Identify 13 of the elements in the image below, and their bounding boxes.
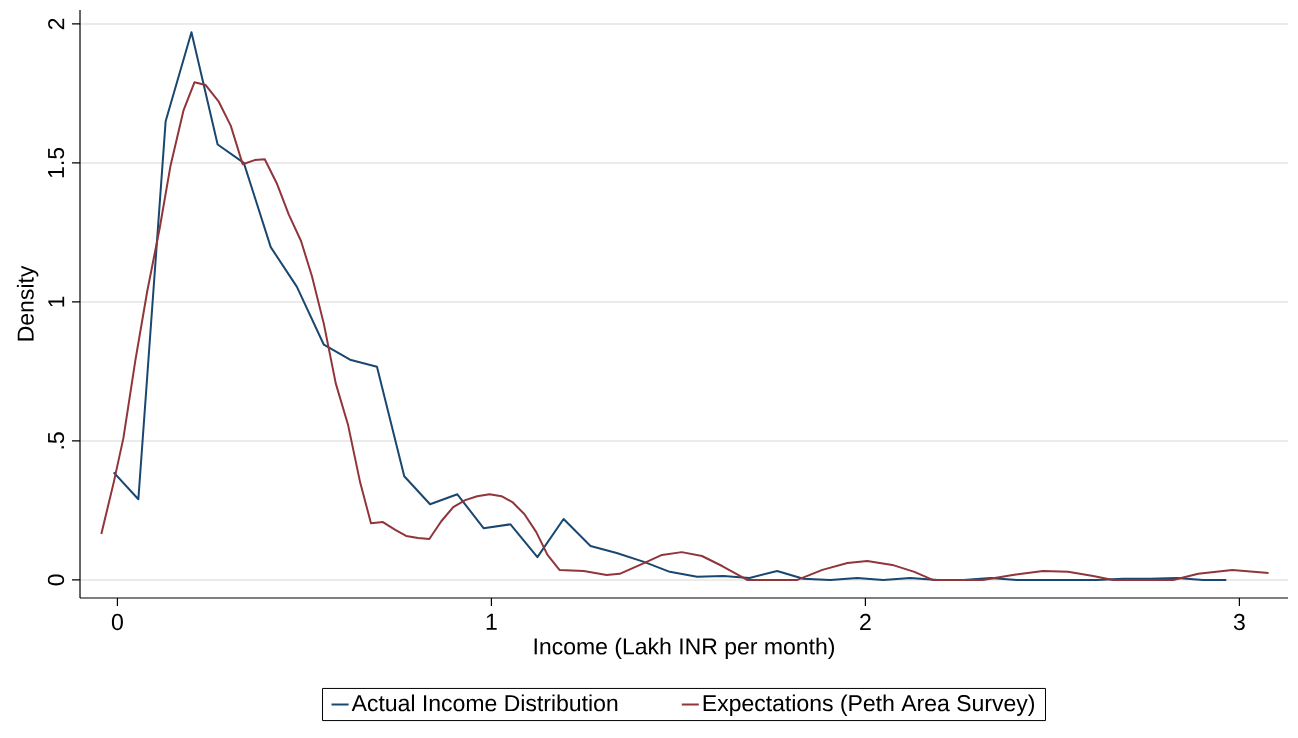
x-tick-label: 0 — [111, 613, 123, 631]
x-tick-label: 3 — [1233, 613, 1245, 631]
x-axis-title: Income (Lakh INR per month) — [534, 637, 835, 660]
y-tick-label: 0 — [47, 574, 65, 586]
legend-label: Actual Income Distribution — [351, 694, 618, 712]
legend-label: Expectations (Peth Area Survey) — [703, 694, 1035, 716]
y-tick-label: .5 — [48, 432, 65, 449]
y-tick-label: 1 — [48, 296, 65, 307]
y-tick-label: 2 — [48, 18, 65, 30]
x-tick-label: 2 — [860, 613, 871, 630]
y-tick-label: 1.5 — [48, 147, 65, 178]
y-axis-title: Density — [16, 265, 39, 341]
x-tick-label: 1 — [486, 613, 497, 630]
